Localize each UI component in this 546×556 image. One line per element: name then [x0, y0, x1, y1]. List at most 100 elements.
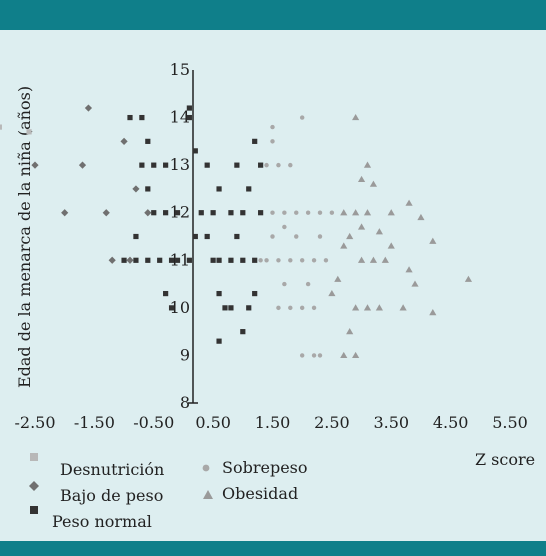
data-point: [282, 281, 287, 287]
data-point: [252, 290, 258, 297]
data-point: [127, 114, 133, 121]
data-point: [102, 209, 110, 217]
data-point: [228, 305, 234, 311]
data-point: [429, 237, 437, 244]
data-point: [210, 257, 216, 263]
legend-marker: [30, 506, 38, 514]
data-point: [346, 232, 354, 240]
y-tick-label: 9: [180, 345, 190, 364]
data-point: [270, 139, 275, 144]
data-point: [84, 104, 93, 112]
data-point: [334, 275, 342, 282]
data-point: [299, 353, 305, 358]
data-point: [328, 289, 336, 297]
data-point: [246, 305, 252, 311]
data-point: [311, 353, 317, 358]
legend-marker: [202, 464, 210, 472]
data-point: [204, 162, 210, 168]
data-point: [228, 257, 234, 263]
data-point: [381, 256, 389, 263]
data-point: [108, 256, 116, 264]
data-point: [31, 161, 39, 169]
data-point: [174, 257, 181, 263]
data-point: [204, 233, 210, 240]
x-tick-label: 2.50: [314, 413, 350, 432]
data-point: [305, 210, 311, 215]
data-point: [157, 257, 163, 263]
data-point: [311, 305, 317, 311]
data-point: [216, 186, 222, 192]
data-point: [317, 353, 323, 358]
data-point: [340, 209, 348, 216]
y-axis-title: Edad de la menarca de la niña (años): [15, 86, 34, 388]
data-point: [305, 281, 311, 287]
data-point: [276, 162, 281, 168]
bottom-band: [0, 541, 546, 556]
data-point: [352, 351, 360, 359]
legend-marker: [30, 453, 38, 461]
legend-label: Bajo de peso: [60, 486, 163, 505]
data-point: [346, 328, 354, 335]
data-point: [252, 257, 258, 263]
data-point: [329, 210, 335, 215]
y-tick-label: 14: [170, 108, 190, 127]
data-point: [216, 338, 222, 344]
data-point: [340, 242, 348, 249]
top-band: [0, 0, 546, 30]
data-point: [258, 258, 263, 263]
data-point: [311, 258, 317, 263]
data-point: [151, 210, 157, 216]
data-point: [399, 304, 407, 311]
data-point: [258, 210, 264, 216]
data-point: [352, 209, 360, 216]
data-point: [168, 257, 175, 263]
data-point: [216, 257, 222, 263]
data-point: [258, 162, 264, 168]
data-point: [352, 113, 360, 121]
data-point: [234, 233, 240, 240]
y-tick-label: 10: [170, 298, 190, 317]
data-point: [288, 258, 293, 263]
x-tick-label: 5.50: [492, 413, 528, 432]
data-point: [246, 186, 252, 192]
data-point: [186, 105, 192, 111]
legend-label: Desnutrición: [60, 460, 164, 479]
data-point: [317, 210, 323, 215]
data-point: [417, 213, 425, 221]
data-point: [352, 304, 360, 311]
data-point: [294, 234, 299, 239]
data-point: [276, 305, 281, 311]
data-point: [387, 209, 395, 216]
data-point: [264, 258, 269, 263]
data-point: [357, 223, 366, 230]
y-tick-label: 13: [170, 155, 190, 174]
data-point: [299, 258, 305, 263]
data-point: [126, 256, 134, 264]
data-point: [132, 185, 140, 193]
data-point: [210, 210, 216, 216]
data-point: [369, 256, 378, 263]
data-point: [186, 114, 192, 121]
data-point: [0, 124, 2, 130]
x-tick-label: -2.50: [14, 413, 55, 432]
x-tick-label: 4.50: [433, 413, 469, 432]
data-point: [186, 257, 192, 263]
x-tick-label: -0.50: [133, 413, 174, 432]
scatter-chart: Edad de la menarca de la niña (años) Z s…: [0, 60, 535, 531]
y-tick-label: 8: [180, 393, 190, 412]
data-point: [240, 210, 246, 216]
data-point: [121, 257, 127, 263]
data-point: [252, 138, 258, 144]
data-point: [464, 275, 473, 282]
data-point: [282, 224, 287, 230]
data-point: [340, 351, 348, 359]
data-point: [363, 209, 372, 216]
data-point: [174, 210, 181, 216]
data-point: [192, 233, 198, 240]
data-point: [133, 233, 139, 240]
data-point: [78, 161, 87, 169]
data-point: [299, 305, 305, 311]
data-point: [357, 175, 366, 183]
data-point: [240, 257, 246, 263]
x-tick-label: 0.50: [195, 413, 231, 432]
